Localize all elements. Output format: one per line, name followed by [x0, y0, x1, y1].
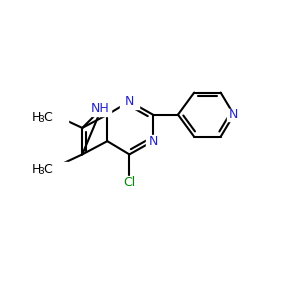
FancyBboxPatch shape: [227, 109, 241, 121]
Text: 3: 3: [39, 116, 44, 124]
FancyBboxPatch shape: [146, 135, 160, 147]
FancyBboxPatch shape: [32, 110, 68, 125]
Text: H: H: [32, 111, 42, 124]
Text: C: C: [43, 163, 52, 176]
FancyBboxPatch shape: [121, 176, 137, 189]
Text: H: H: [32, 163, 42, 176]
FancyBboxPatch shape: [92, 101, 111, 116]
FancyBboxPatch shape: [120, 94, 139, 109]
Text: NH: NH: [91, 102, 109, 115]
FancyBboxPatch shape: [32, 162, 68, 176]
Text: N: N: [229, 108, 239, 121]
Text: 3: 3: [39, 167, 44, 176]
Text: Cl: Cl: [123, 176, 136, 189]
Text: N: N: [125, 95, 134, 108]
Text: C: C: [43, 111, 52, 124]
Text: N: N: [148, 135, 158, 148]
